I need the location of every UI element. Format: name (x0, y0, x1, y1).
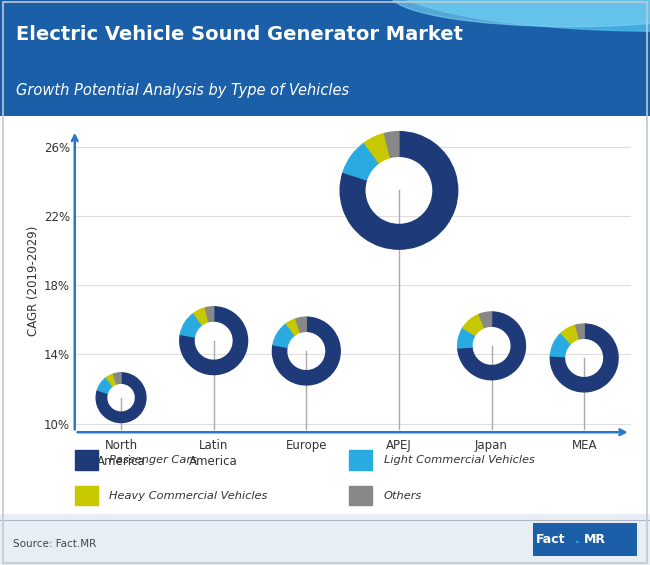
Bar (533, 523, 637, 556)
Wedge shape (458, 328, 475, 348)
Text: Growth Potential Analysis by Type of Vehicles: Growth Potential Analysis by Type of Veh… (16, 84, 350, 98)
Wedge shape (194, 308, 209, 325)
Text: Electric Vehicle Sound Generator Market: Electric Vehicle Sound Generator Market (16, 25, 463, 45)
Wedge shape (113, 373, 121, 384)
Wedge shape (343, 143, 379, 180)
Wedge shape (561, 325, 579, 344)
Wedge shape (458, 312, 525, 380)
Wedge shape (576, 324, 584, 339)
Circle shape (390, 0, 650, 31)
Text: Passenger Cars: Passenger Cars (109, 455, 197, 465)
Text: Others: Others (384, 490, 422, 501)
Bar (75, 486, 98, 505)
Wedge shape (273, 324, 294, 347)
Text: Fact: Fact (536, 533, 566, 546)
Wedge shape (463, 314, 484, 335)
Wedge shape (551, 333, 571, 357)
Text: .: . (575, 533, 580, 546)
Wedge shape (287, 319, 300, 335)
Wedge shape (98, 377, 112, 393)
Y-axis label: CAGR (2019-2029): CAGR (2019-2029) (27, 226, 40, 336)
Wedge shape (340, 132, 458, 249)
Wedge shape (296, 317, 306, 332)
Wedge shape (96, 373, 146, 423)
Text: Source: Fact.MR: Source: Fact.MR (13, 538, 96, 549)
Wedge shape (365, 133, 391, 163)
Wedge shape (479, 312, 491, 328)
Wedge shape (107, 374, 116, 386)
FancyBboxPatch shape (0, 0, 650, 116)
Wedge shape (180, 307, 248, 375)
Text: Light Commercial Vehicles: Light Commercial Vehicles (384, 455, 535, 465)
Circle shape (390, 0, 650, 27)
Bar (350, 486, 372, 505)
Bar (75, 450, 98, 470)
Text: MR: MR (584, 533, 606, 546)
Wedge shape (205, 307, 214, 321)
Wedge shape (384, 132, 399, 158)
Wedge shape (551, 324, 618, 392)
Wedge shape (181, 313, 202, 337)
Bar (350, 450, 372, 470)
Text: Heavy Commercial Vehicles: Heavy Commercial Vehicles (109, 490, 268, 501)
Wedge shape (272, 317, 340, 385)
